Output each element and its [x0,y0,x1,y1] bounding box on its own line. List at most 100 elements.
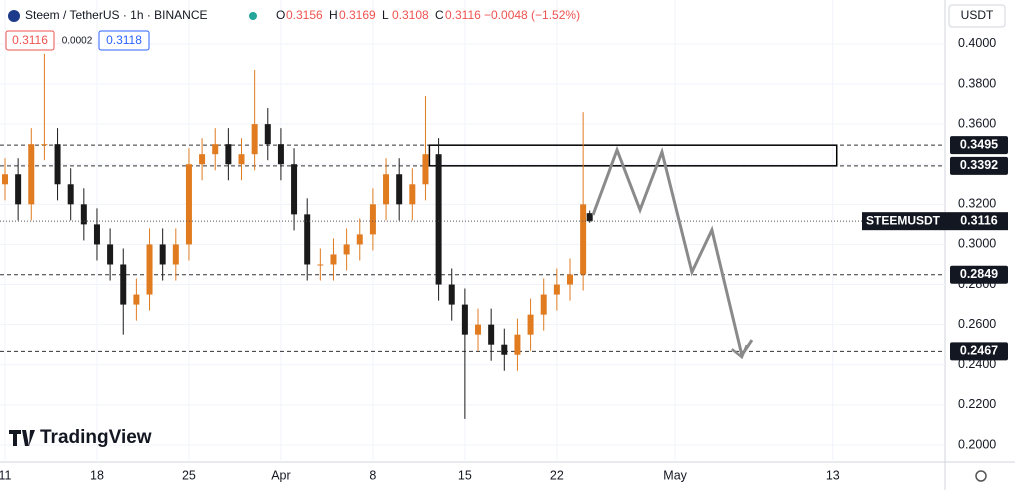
candle-body [159,244,166,265]
candle-body [93,224,100,245]
candle-body [448,284,455,305]
candle-body [580,204,587,275]
x-tick-label: May [663,468,687,482]
candle-body [15,174,22,205]
buy-badge[interactable] [98,30,150,51]
candle-body [396,174,403,205]
candle-body [107,244,114,265]
x-tick-label: 8 [369,468,376,482]
x-tick-label: Apr [271,468,290,482]
last-price-label: 0.3116 [960,213,998,227]
candle-body [540,294,547,315]
candle-body [172,244,179,265]
candle-body [28,144,35,205]
candle-body [133,294,140,305]
settings-icon[interactable] [975,470,987,482]
candle-body [304,214,311,265]
candle-body [343,244,350,255]
x-tick-label: 18 [90,468,104,482]
ohlc-label: H [329,8,338,22]
y-tick-label: 0.2000 [958,437,996,451]
symbol-icon [8,10,20,22]
ask: 0.3118 [106,33,142,47]
status-dot [249,12,257,20]
y-tick-label: 0.3600 [958,116,996,130]
candle-body [1,174,8,185]
level-label: 0.3495 [960,137,998,151]
candle-body [264,124,271,145]
candle-body [317,264,324,266]
watermark-logo [9,430,35,446]
y-tick-label: 0.4000 [958,36,996,50]
candle-body [488,324,495,345]
y-tick-label: 0.3200 [958,197,996,211]
x-tick-label: 11 [0,468,12,482]
level-label-box [950,156,1008,175]
candle-body [238,154,245,165]
ohlc-value: 0.3156 [286,8,323,22]
last-price-name-box [862,212,945,231]
candle-body [146,244,153,295]
candle-body [41,144,48,146]
last-price-box [945,212,1008,231]
candle-body [251,124,258,155]
bid: 0.3116 [12,33,48,47]
candle-body [475,324,482,335]
last-price-name: STEEMUSDT [866,213,941,227]
y-tick-label: 0.3000 [958,237,996,251]
currency: USDT [961,8,994,22]
candle-body [185,164,192,245]
x-tick-label: 25 [182,468,196,482]
projection-arrowhead [731,344,749,360]
x-tick-label: 15 [458,468,472,482]
ohlc-value: 0.3169 [339,8,376,22]
candle-body [501,344,508,355]
candle-body [212,144,219,155]
candle-body [356,234,363,245]
ohlc-label: C [435,8,444,22]
candle-body [277,144,284,165]
candle-body [409,184,416,205]
ohlc-value: 0.3116 [445,8,481,22]
level-label-box [950,136,1008,155]
candle-body [514,334,521,355]
candle-body [566,274,573,285]
candle-body [225,144,232,165]
candle-body [383,174,390,205]
candle-body [80,204,87,225]
level-label: 0.2849 [960,267,998,281]
candle-body [461,304,468,335]
change: −0.0048 (−1.52%) [484,8,580,22]
level-label-box [950,265,1008,284]
x-tick-label: 22 [550,468,564,482]
ohlc-value: 0.3108 [392,8,429,22]
y-tick-label: 0.2400 [958,357,996,371]
candle-body [120,264,127,305]
candle-body [199,154,206,165]
zone [428,144,838,167]
y-tick-label: 0.3800 [958,76,996,90]
candle-body [330,254,337,265]
watermark: TradingView [40,427,152,448]
level-label: 0.3392 [960,158,998,172]
candle-body [553,284,560,295]
y-tick-label: 0.2200 [958,397,996,411]
candle-body [369,204,376,235]
level-label: 0.2467 [960,344,998,358]
x-tick-label: 13 [826,468,840,482]
candle-body [54,144,61,185]
spread: 0.0002 [62,36,93,47]
candle-body [586,213,593,222]
candle-body [291,164,298,215]
ohlc-label: O [276,8,285,22]
sell-badge[interactable] [5,30,55,51]
candle-body [435,154,442,285]
currency-button[interactable] [948,4,1006,28]
candle-body [527,314,534,335]
y-tick-label: 0.2600 [958,317,996,331]
candle-body [422,154,429,185]
candle-body [67,184,74,205]
symbol-title: Steem / TetherUS · 1h · BINANCE [25,8,208,22]
